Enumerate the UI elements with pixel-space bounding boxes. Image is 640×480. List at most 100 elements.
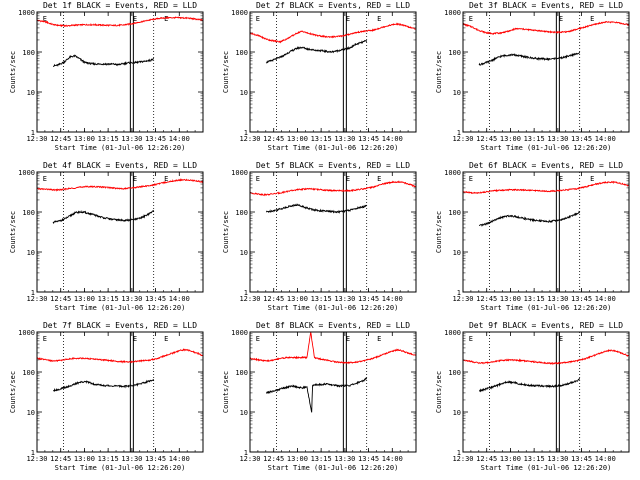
events-series-line <box>52 210 155 224</box>
x-tick-label: 13:30 <box>121 135 142 143</box>
y-tick-label: 1 <box>31 289 35 297</box>
x-tick-label: 12:30 <box>239 455 260 463</box>
y-axis-label: Counts/sec <box>9 211 17 253</box>
y-tick-label: 100 <box>22 369 35 377</box>
plot-frame <box>462 171 630 293</box>
y-tick-label: 1 <box>457 129 461 137</box>
y-tick-label: 1 <box>457 289 461 297</box>
e-marker-label: E <box>133 15 137 23</box>
x-tick-label: 13:15 <box>524 295 545 303</box>
y-tick-label: 1000 <box>444 9 461 17</box>
y-tick-label: 1000 <box>18 329 35 337</box>
lld-series-line <box>462 349 630 366</box>
y-tick-label: 10 <box>240 409 248 417</box>
y-tick-label: 100 <box>22 49 35 57</box>
lld-series-line <box>462 180 630 195</box>
x-tick-label: 13:15 <box>98 455 119 463</box>
y-axis-label: Counts/sec <box>9 371 17 413</box>
x-tick-label: 13:45 <box>145 135 166 143</box>
x-tick-label: 13:30 <box>547 455 568 463</box>
lld-series-line <box>36 348 204 364</box>
e-marker-label: E <box>164 15 168 23</box>
y-tick-label: 10 <box>453 249 461 257</box>
e-marker-label: E <box>256 175 260 183</box>
events-series-line <box>478 51 581 66</box>
e-marker-label: E <box>377 15 381 23</box>
events-series-line <box>479 377 581 393</box>
y-tick-label: 10 <box>453 409 461 417</box>
e-marker-label: E <box>133 175 137 183</box>
y-tick-label: 10 <box>27 89 35 97</box>
x-tick-label: 13:15 <box>524 455 545 463</box>
plot-frame <box>36 171 204 293</box>
x-tick-label: 13:30 <box>334 295 355 303</box>
x-tick-label: 12:30 <box>26 295 47 303</box>
panel-det-7: Det 7f BLACK = Events, RED = LLD E E E 12:30… <box>9 321 204 472</box>
y-tick-label: 1 <box>244 129 248 137</box>
x-tick-label: 13:15 <box>98 135 119 143</box>
x-tick-label: 13:00 <box>287 295 308 303</box>
y-axis-label: Counts/sec <box>222 211 230 253</box>
y-tick-label: 100 <box>22 209 35 217</box>
x-tick-label: 12:45 <box>476 455 497 463</box>
events-series-line <box>52 54 155 68</box>
y-tick-label: 10 <box>240 249 248 257</box>
x-tick-label: 13:45 <box>145 455 166 463</box>
panel-title: Det 3f BLACK = Events, RED = LLD <box>469 1 623 10</box>
y-tick-label: 100 <box>235 49 248 57</box>
panel-det-6: Det 6f BLACK = Events, RED = LLD E E E 12:30… <box>435 161 630 312</box>
x-tick-label: 13:30 <box>334 135 355 143</box>
e-marker-label: E <box>377 335 381 343</box>
x-tick-label: 13:45 <box>571 295 592 303</box>
y-tick-label: 10 <box>27 249 35 257</box>
y-tick-label: 10 <box>240 89 248 97</box>
x-tick-label: 13:15 <box>311 135 332 143</box>
x-tick-label: 13:15 <box>524 135 545 143</box>
x-axis-label: Start Time (01-Jul-06 12:26:20) <box>268 304 399 312</box>
y-tick-label: 1000 <box>231 9 248 17</box>
x-tick-label: 13:45 <box>358 455 379 463</box>
lld-series-line <box>249 332 417 365</box>
x-tick-label: 12:45 <box>50 295 71 303</box>
x-tick-label: 13:45 <box>571 135 592 143</box>
plot-frame <box>249 11 417 133</box>
panel-det-3: Det 3f BLACK = Events, RED = LLD E E E 12:30… <box>435 1 630 152</box>
x-tick-label: 12:45 <box>50 455 71 463</box>
y-tick-label: 100 <box>448 49 461 57</box>
x-tick-label: 13:45 <box>571 455 592 463</box>
x-tick-label: 13:45 <box>358 135 379 143</box>
plot-frame <box>249 331 417 453</box>
plot-frame <box>36 331 204 453</box>
lld-series-line <box>37 178 204 192</box>
e-marker-label: E <box>256 335 260 343</box>
panel-title: Det 6f BLACK = Events, RED = LLD <box>469 161 623 170</box>
e-marker-label: E <box>43 335 47 343</box>
panel-det-4: Det 4f BLACK = Events, RED = LLD E E E 12:30… <box>9 161 204 312</box>
e-marker-label: E <box>164 335 168 343</box>
x-tick-label: 14:00 <box>595 135 616 143</box>
y-tick-label: 1000 <box>444 169 461 177</box>
y-tick-label: 100 <box>235 209 248 217</box>
x-tick-label: 13:15 <box>311 455 332 463</box>
y-tick-label: 100 <box>448 369 461 377</box>
panel-det-9: Det 9f BLACK = Events, RED = LLD E E E 12:30… <box>435 321 630 472</box>
e-marker-label: E <box>43 175 47 183</box>
y-tick-label: 1 <box>31 449 35 457</box>
panel-title: Det 9f BLACK = Events, RED = LLD <box>469 321 623 330</box>
events-series-line <box>52 379 154 392</box>
panel-det-2: Det 2f BLACK = Events, RED = LLD E E E 12:30… <box>222 1 417 152</box>
y-tick-label: 1 <box>244 449 248 457</box>
x-tick-label: 13:00 <box>74 455 95 463</box>
e-marker-label: E <box>346 335 350 343</box>
y-axis-label: Counts/sec <box>9 51 17 93</box>
x-axis-label: Start Time (01-Jul-06 12:26:20) <box>481 144 612 152</box>
y-tick-label: 1000 <box>231 329 248 337</box>
x-tick-label: 12:45 <box>50 135 71 143</box>
x-tick-label: 12:45 <box>263 295 284 303</box>
x-tick-label: 13:00 <box>500 295 521 303</box>
lld-series-line <box>249 22 417 44</box>
panel-title: Det 5f BLACK = Events, RED = LLD <box>256 161 410 170</box>
x-tick-label: 13:15 <box>311 295 332 303</box>
e-marker-label: E <box>469 335 473 343</box>
e-marker-label: E <box>590 15 594 23</box>
